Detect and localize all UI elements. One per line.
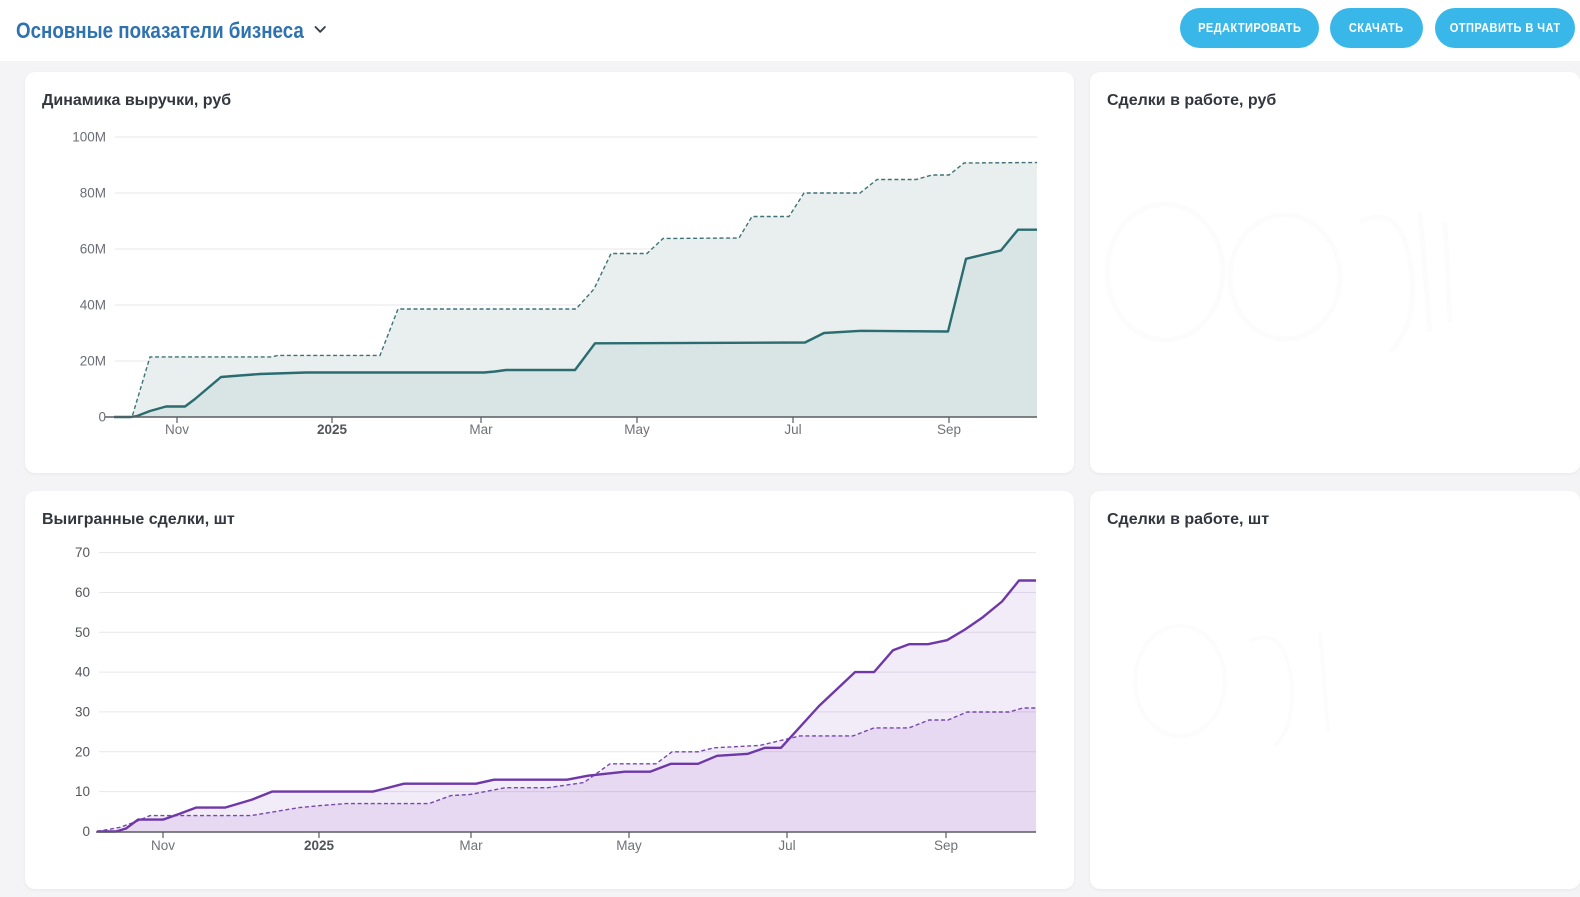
svg-text:May: May [616,838,642,853]
svg-text:20: 20 [75,744,90,759]
svg-text:50: 50 [75,625,90,640]
svg-text:0: 0 [98,410,106,425]
svg-text:70: 70 [75,545,90,560]
svg-text:40: 40 [75,665,90,680]
svg-text:Jul: Jul [784,422,801,437]
svg-text:Jul: Jul [778,838,795,853]
svg-text:100M: 100M [72,130,106,145]
svg-text:20M: 20M [80,354,106,369]
svg-text:80M: 80M [80,186,106,201]
svg-text:60M: 60M [80,242,106,257]
svg-text:May: May [624,422,650,437]
svg-text:2025: 2025 [304,838,335,853]
svg-text:10: 10 [75,784,90,799]
svg-text:Mar: Mar [469,422,493,437]
svg-text:40M: 40M [80,298,106,313]
svg-text:Sep: Sep [937,422,961,437]
svg-text:Mar: Mar [459,838,483,853]
svg-text:0: 0 [82,824,90,839]
svg-text:2025: 2025 [317,422,348,437]
svg-text:Sep: Sep [934,838,958,853]
svg-text:Nov: Nov [165,422,189,437]
svg-text:Nov: Nov [151,838,175,853]
svg-text:30: 30 [75,704,90,719]
svg-text:60: 60 [75,585,90,600]
